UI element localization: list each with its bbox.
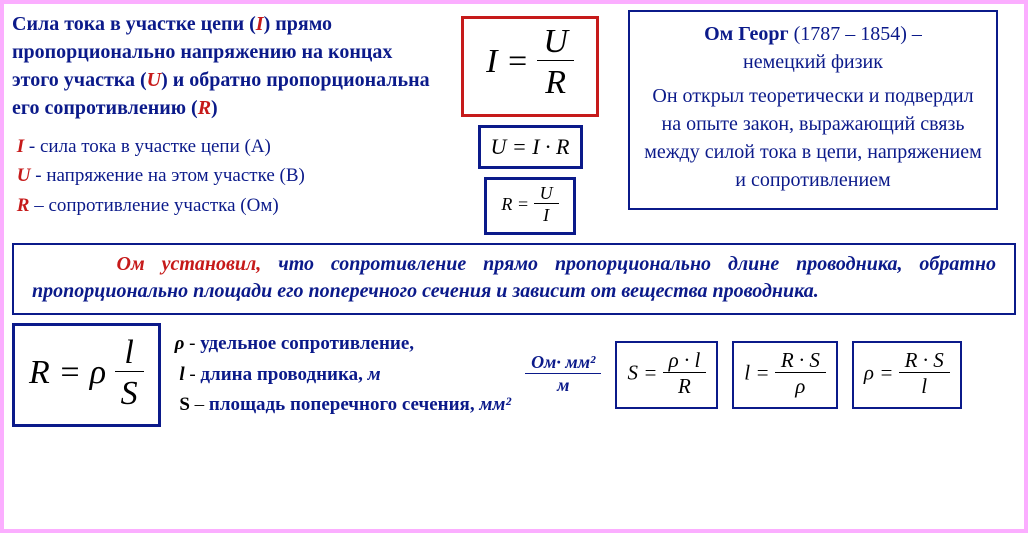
def-i-dash: -	[24, 136, 40, 157]
rf-left: R	[29, 354, 50, 391]
f3-num: U	[534, 184, 559, 205]
bio-dates: (1787 – 1854) –	[789, 23, 922, 45]
rf-frac: lS	[115, 334, 144, 417]
def-r-text: сопротивление участка (Ом)	[48, 195, 278, 216]
ds-left: S	[627, 361, 638, 385]
def-u-text: напряжение на этом участке (В)	[46, 165, 305, 186]
ds-num: ρ · l	[663, 349, 707, 373]
def-r-dash: –	[29, 195, 48, 216]
rdef-s: S – площадь поперечного сечения, мм²	[175, 390, 512, 420]
f3-frac: UI	[534, 184, 559, 228]
formula-column: I = UR U = I · R R = UI	[440, 10, 620, 235]
quote-lead: Ом установил,	[117, 253, 262, 275]
page-frame: Сила тока в участке цепи (I) прямо пропо…	[0, 0, 1028, 533]
def-i-text: сила тока в участке цепи (А)	[40, 136, 271, 157]
rdef-rho-dash: -	[184, 333, 200, 354]
law-body-3: )	[211, 97, 218, 119]
f3-left: R	[501, 194, 512, 214]
biography-column: Ом Георг (1787 – 1854) – немецкий физик …	[628, 10, 998, 235]
dl-den: ρ	[775, 373, 826, 400]
rf-num: l	[115, 334, 144, 372]
bio-name: Ом Георг	[704, 23, 788, 45]
dr-eq: =	[874, 361, 899, 385]
formula-main: I = UR	[461, 16, 599, 117]
rdef-rho-text: удельное сопротивление,	[200, 333, 414, 354]
def-u-sym: U	[17, 165, 31, 186]
rf-rho: ρ	[90, 354, 106, 391]
derived-s: S = ρ · lR	[615, 341, 718, 408]
f3-eq: =	[512, 194, 533, 214]
f1-eq: =	[497, 43, 537, 80]
derived-l: l = R · Sρ	[732, 341, 838, 408]
bio-line1: Ом Георг (1787 – 1854) –	[644, 20, 982, 48]
formula-r: R = UI	[484, 177, 575, 235]
law-title-var: I	[256, 13, 264, 35]
law-body-u: U	[147, 69, 161, 91]
rdef-l: l - длина проводника, м	[175, 360, 512, 390]
derived-rho: ρ = R · Sl	[852, 341, 962, 408]
rdef-l-text: длина проводника,	[200, 364, 362, 385]
law-body-r: R	[198, 97, 211, 119]
dl-eq: =	[750, 361, 775, 385]
top-row: Сила тока в участке цепи (I) прямо пропо…	[12, 10, 1016, 235]
rdef-l-dash: -	[185, 364, 201, 385]
rdef-rho: ρ - удельное сопротивление,	[175, 329, 512, 359]
law-title-pre: Сила тока в участке цепи (	[12, 13, 256, 35]
def-u: U - напряжение на этом участке (В)	[12, 161, 432, 190]
rdef-rho-sym: ρ	[175, 333, 185, 354]
rf-eq1: =	[50, 354, 90, 391]
def-r-sym: R	[17, 195, 30, 216]
rdef-s-dash: –	[190, 394, 209, 415]
law-definition-column: Сила тока в участке цепи (I) прямо пропо…	[12, 10, 432, 235]
def-u-dash: -	[30, 165, 46, 186]
rho-unit-den: м	[525, 374, 601, 397]
def-r: R – сопротивление участка (Ом)	[12, 191, 432, 220]
resistance-law-quote: Ом установил, что сопротивление прямо пр…	[12, 243, 1016, 315]
ohms-law-statement: Сила тока в участке цепи (I) прямо пропо…	[12, 10, 432, 122]
bio-sub: немецкий физик	[644, 48, 982, 76]
f2-text: U = I · R	[491, 134, 570, 159]
rf-den: S	[115, 372, 144, 416]
dr-den: l	[899, 373, 950, 400]
dr-left: ρ	[864, 361, 874, 385]
rdef-s-unit: мм²	[475, 394, 511, 415]
f1-den: R	[537, 61, 574, 105]
biography-box: Ом Георг (1787 – 1854) – немецкий физик …	[628, 10, 998, 210]
def-i: I - сила тока в участке цепи (А)	[12, 132, 432, 161]
bio-text: Он открыл теоретически и подвердил на оп…	[644, 82, 982, 194]
f1-frac: UR	[537, 23, 574, 106]
law-title-post: )	[264, 13, 271, 35]
ds-den: R	[663, 373, 707, 400]
dl-num: R · S	[775, 349, 826, 373]
f3-den: I	[534, 204, 559, 227]
symbol-definitions: I - сила тока в участке цепи (А) U - нап…	[12, 132, 432, 220]
resistance-formula: R = ρ lS	[12, 323, 161, 428]
formula-u: U = I · R	[478, 125, 583, 169]
dr-num: R · S	[899, 349, 950, 373]
rho-unit: Ом· мм²м	[525, 353, 601, 397]
bottom-row: R = ρ lS ρ - удельное сопротивление, l -…	[12, 323, 1016, 428]
rho-unit-num: Ом· мм²	[525, 353, 601, 374]
f1-num: U	[537, 23, 574, 61]
rdef-l-unit: м	[363, 364, 381, 385]
resistance-definitions: ρ - удельное сопротивление, l - длина пр…	[175, 329, 512, 420]
f1-left: I	[486, 43, 497, 80]
ds-eq: =	[638, 361, 663, 385]
rdef-s-sym: S	[179, 394, 190, 415]
rdef-s-text: площадь поперечного сечения,	[209, 394, 475, 415]
